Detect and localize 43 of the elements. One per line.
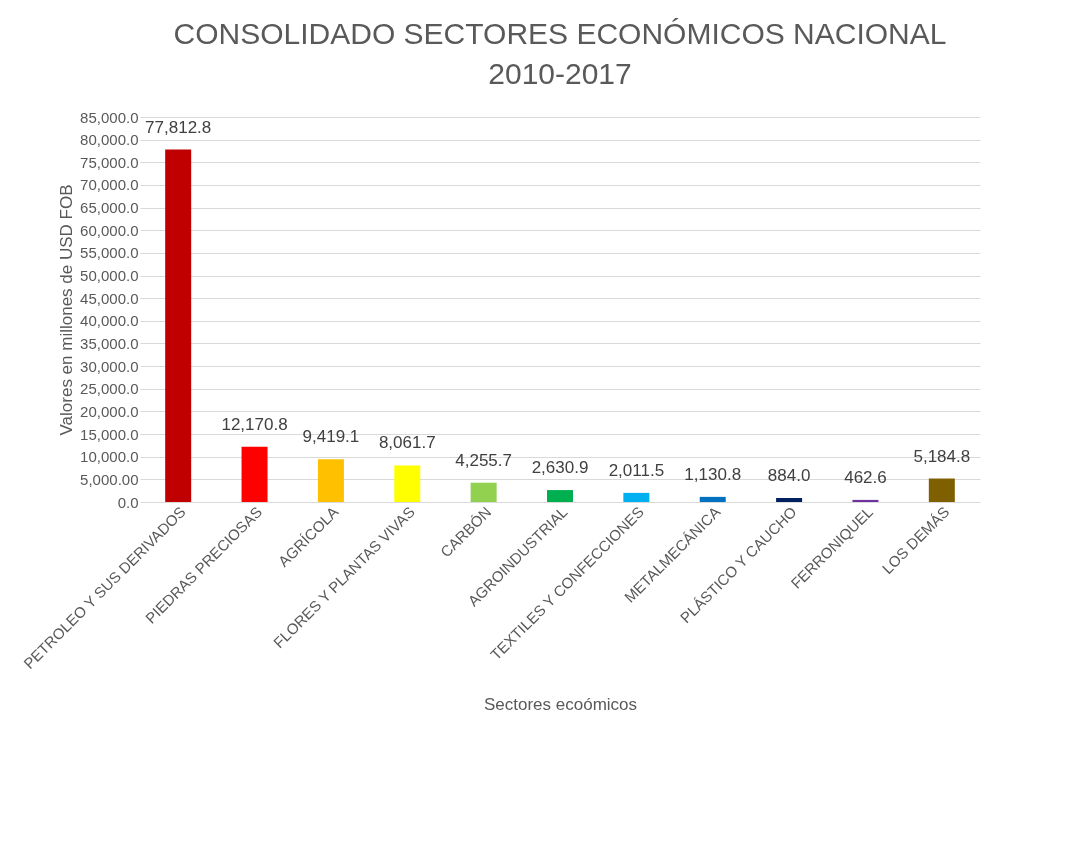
data-label: 884.0 [767, 466, 811, 485]
y-tick-label: 25,000.0 [80, 380, 139, 398]
y-tick-label: 60,000.0 [80, 221, 139, 239]
data-label: 462.6 [844, 467, 887, 487]
bar [470, 482, 497, 502]
data-label: 1,130.8 [684, 464, 742, 484]
y-tick-label: 40,000.0 [80, 312, 139, 330]
data-label: 8,061.7 [378, 433, 436, 453]
y-tick-label: 35,000.0 [80, 334, 139, 352]
y-tick-label: 65,000.0 [80, 199, 139, 217]
bar [547, 490, 573, 502]
bar [852, 499, 879, 502]
y-tick-label: 80,000.0 [80, 131, 139, 149]
y-tick-label: 70,000.0 [80, 176, 139, 194]
data-label: 4,255.7 [455, 450, 512, 470]
data-label: 12,170.8 [221, 414, 288, 434]
y-tick-label: 10,000.0 [80, 448, 139, 466]
data-label: 2,011.5 [608, 460, 665, 480]
data-label: 5,184.8 [913, 446, 971, 466]
bar [928, 478, 955, 502]
bar [241, 446, 268, 502]
bar [776, 498, 803, 502]
y-tick-label: 45,000.0 [80, 289, 139, 307]
y-tick-label: 20,000.0 [80, 402, 139, 420]
data-label: 2,630.9 [531, 458, 589, 478]
bar [317, 459, 344, 502]
x-axis-title: Sectores ecoómicos [483, 695, 638, 715]
bar [623, 492, 650, 502]
data-label: 77,812.8 [145, 117, 212, 137]
y-tick-label: 5,000.00 [80, 470, 139, 488]
y-tick-label: 75,000.0 [80, 153, 139, 171]
y-tick-label: 50,000.0 [80, 267, 139, 285]
y-axis-title: Valores en millones de USD FOB [57, 184, 77, 436]
bar [394, 465, 421, 502]
y-tick-label: 0.0 [117, 493, 139, 511]
y-tick-label: 15,000.0 [80, 425, 139, 443]
bar [165, 149, 192, 502]
chart-title: CONSOLIDADO SECTORES ECONÓMICOS NACIONAL 2010-2017 [173, 17, 947, 90]
data-label: 9,419.1 [302, 427, 360, 447]
bar [699, 496, 726, 502]
y-tick-label: 30,000.0 [80, 357, 139, 375]
y-tick-label: 85,000.0 [80, 108, 139, 126]
y-tick-label: 55,000.0 [80, 244, 139, 262]
